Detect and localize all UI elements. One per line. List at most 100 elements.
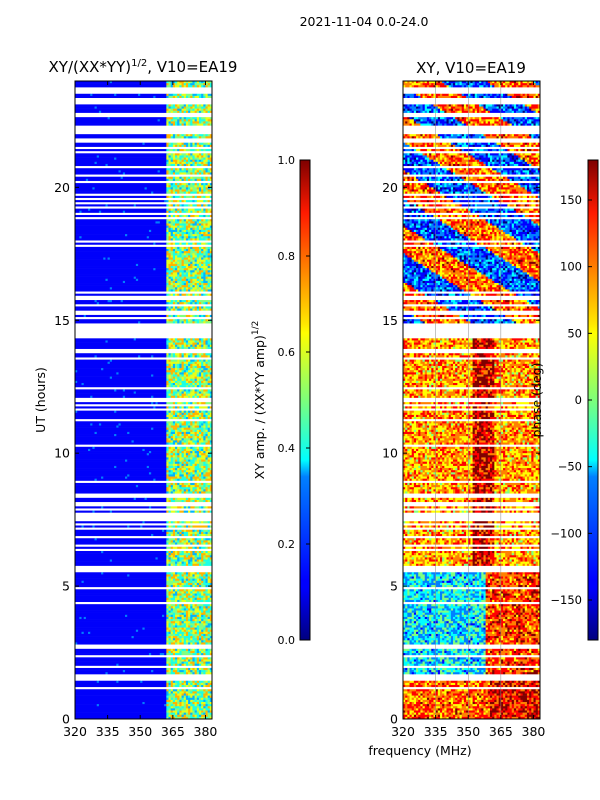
heatmap-cell	[181, 446, 187, 450]
heatmap-cell	[129, 474, 167, 477]
heatmap-cell	[177, 121, 180, 124]
heatmap-cell	[188, 368, 191, 371]
heatmap-cell	[205, 531, 208, 535]
heatmap-cell	[188, 121, 191, 124]
heatmap-cell	[168, 219, 171, 222]
heatmap-cell	[537, 110, 540, 114]
heatmap-cell	[188, 482, 191, 486]
heatmap-cell	[179, 663, 182, 667]
heatmap-cell	[201, 108, 204, 112]
heatmap-gap-row	[75, 570, 212, 573]
heatmap-cell	[181, 219, 185, 222]
heatmap-cell	[198, 614, 202, 618]
heatmap-cell	[196, 289, 200, 292]
heatmap-cell	[185, 693, 189, 696]
heatmap-cell	[177, 368, 180, 371]
heatmap-cell	[175, 280, 178, 284]
heatmap-cell	[468, 117, 471, 120]
heatmap-cell	[207, 414, 212, 418]
heatmap-cell	[207, 170, 211, 173]
heatmap-cell	[209, 123, 212, 126]
heatmap-cell	[433, 85, 436, 88]
heatmap-cell	[114, 157, 117, 160]
heatmap-cell	[207, 623, 212, 626]
heatmap-cell	[205, 557, 208, 560]
heatmap-cell	[201, 429, 204, 433]
heatmap-cell	[190, 616, 193, 620]
heatmap-cell	[168, 359, 171, 363]
heatmap-cell	[122, 389, 126, 392]
heatmap-cell	[166, 599, 171, 603]
heatmap-cell	[75, 459, 126, 462]
heatmap-cell	[181, 261, 185, 265]
heatmap-cell	[179, 200, 182, 203]
heatmap-cell	[470, 85, 473, 88]
heatmap-cell	[522, 81, 528, 84]
heatmap-cell	[203, 521, 208, 524]
heatmap-cell	[175, 465, 178, 469]
heatmap-cell	[196, 268, 200, 271]
heatmap-cell	[474, 108, 478, 112]
heatmap-cell	[429, 83, 432, 86]
heatmap-cell	[205, 642, 208, 645]
heatmap-cell	[185, 119, 189, 122]
heatmap-cell	[196, 368, 200, 371]
heatmap-cell	[75, 195, 167, 199]
heatmap-cell	[188, 214, 191, 218]
heatmap-cell	[179, 474, 185, 477]
heatmap-cell	[205, 306, 212, 309]
heatmap-cell	[459, 83, 463, 86]
heatmap-cell	[203, 684, 206, 688]
heatmap-cell	[209, 427, 212, 431]
heatmap-cell	[175, 276, 178, 280]
heatmap-cell	[198, 478, 202, 482]
heatmap-cell	[496, 95, 502, 99]
heatmap-cell	[205, 227, 212, 231]
heatmap-cell	[185, 506, 189, 509]
heatmap-cell	[179, 440, 182, 443]
heatmap-cell	[75, 695, 167, 699]
heatmap-cell	[185, 606, 189, 609]
heatmap-cell	[192, 136, 198, 139]
heatmap-cell	[192, 585, 195, 588]
heatmap-cell	[196, 604, 204, 607]
heatmap-cell	[153, 670, 167, 673]
heatmap-cell	[175, 431, 178, 435]
heatmap-cell	[175, 531, 178, 535]
heatmap-cell	[192, 238, 195, 241]
heatmap-cell	[179, 219, 182, 222]
heatmap-cell	[500, 117, 504, 120]
heatmap-cell	[181, 468, 187, 471]
heatmap-cell	[196, 653, 200, 656]
heatmap-cell	[192, 134, 195, 137]
heatmap-cell	[170, 653, 174, 656]
heatmap-cell	[194, 650, 198, 654]
heatmap-cell	[194, 285, 198, 288]
heatmap-cell	[194, 417, 198, 420]
heatmap-cell	[168, 157, 171, 160]
heatmap-cell	[75, 280, 124, 284]
heatmap-cell	[177, 431, 182, 435]
heatmap-cell	[177, 455, 180, 458]
heatmap-cell	[429, 85, 434, 88]
heatmap-cell	[116, 680, 119, 684]
heatmap-cell	[166, 712, 169, 716]
heatmap-cell	[133, 497, 137, 501]
heatmap-cell	[170, 610, 174, 613]
heatmap-cell	[179, 706, 182, 709]
heatmap-cell	[209, 642, 212, 645]
heatmap-cell	[175, 623, 178, 626]
heatmap-cell	[194, 170, 198, 173]
heatmap-cell	[207, 412, 211, 416]
heatmap-cell	[179, 234, 182, 237]
heatmap-cell	[177, 253, 180, 256]
heatmap-cell	[190, 117, 193, 120]
heatmap-cell	[196, 417, 200, 420]
heatmap-cell	[75, 104, 167, 107]
heatmap-cell	[177, 489, 180, 492]
heatmap-cell	[205, 561, 212, 565]
heatmap-cell	[166, 231, 169, 235]
heatmap-cell	[201, 448, 204, 452]
heatmap-cell	[140, 355, 152, 358]
heatmap-cell	[153, 406, 156, 409]
